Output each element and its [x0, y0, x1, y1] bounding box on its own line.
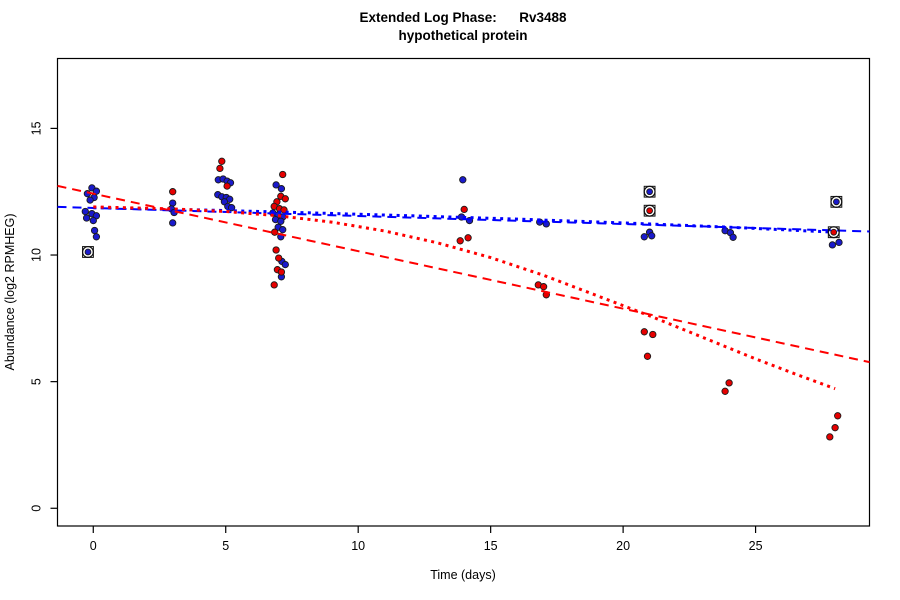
data-point-blue	[86, 196, 94, 204]
plot-border	[56, 57, 871, 527]
data-point-red	[281, 195, 289, 203]
highlighted-data-point-red	[830, 228, 838, 236]
data-point-red	[277, 268, 286, 276]
data-point-blue	[92, 187, 101, 195]
highlighted-data-point-blue	[84, 248, 92, 256]
x-tick-label: 15	[484, 539, 498, 553]
x-tick-label: 5	[222, 539, 229, 553]
data-point-blue	[272, 181, 280, 189]
y-tick-label: 10	[30, 248, 44, 262]
plot-area: 0 5 10 15 20 25 0 5 10 15	[30, 57, 871, 553]
data-point-blue	[835, 238, 843, 247]
highlight-ring	[643, 185, 656, 198]
data-point-red	[216, 164, 224, 173]
data-point-red	[721, 387, 729, 395]
data-point-red	[834, 412, 842, 420]
x-tick-label: 20	[616, 539, 630, 553]
red-dotted-fit	[93, 205, 836, 391]
data-point-red	[169, 188, 177, 196]
data-point-blue	[169, 219, 177, 227]
data-point-red	[649, 330, 657, 339]
data-point-blue	[459, 176, 467, 184]
data-point-blue	[648, 232, 656, 240]
x-axis-title: Time (days)	[430, 568, 496, 582]
blue-dashed-linear-fit	[57, 205, 870, 233]
data-point-red	[460, 205, 468, 214]
x-tick-label: 0	[90, 539, 97, 553]
highlighted-data-point-red	[646, 207, 653, 215]
data-point-blue	[277, 217, 285, 225]
data-point-red	[826, 433, 834, 441]
data-point-blue	[279, 226, 287, 234]
data-point-red	[270, 281, 278, 289]
data-point-blue	[90, 226, 99, 235]
data-point-red	[279, 170, 287, 179]
data-point-blue	[169, 199, 177, 207]
x-tick-label: 10	[351, 539, 365, 553]
highlight-ring	[830, 195, 843, 208]
chart-title: Extended Log Phase: Rv3488	[359, 10, 567, 25]
data-point-red	[272, 246, 280, 254]
data-point-red	[831, 424, 839, 432]
data-point-blue	[227, 204, 236, 212]
data-point-blue	[82, 214, 91, 222]
data-point-blue	[92, 233, 101, 241]
data-point-blue	[828, 241, 837, 249]
data-point-red	[643, 352, 652, 360]
data-point-red	[218, 157, 226, 165]
y-tick-label: 15	[30, 121, 44, 135]
blue-dotted-fit	[93, 206, 836, 234]
data-point-red	[640, 328, 648, 336]
red-dashed-linear-fit	[57, 184, 870, 364]
x-tick-label: 25	[749, 539, 763, 553]
data-point-blue	[89, 216, 97, 225]
highlight-ring	[643, 204, 656, 217]
chart-subtitle: hypothetical protein	[398, 28, 527, 43]
data-point-blue	[81, 207, 89, 216]
y-axis-title: Abundance (log2 RPMHEG)	[3, 213, 17, 370]
data-point-red	[223, 182, 231, 190]
data-point-blue	[640, 233, 648, 241]
data-point-red	[539, 283, 548, 291]
highlighted-data-point-blue	[646, 188, 653, 196]
data-point-red	[464, 234, 472, 242]
data-point-red	[456, 237, 464, 245]
y-tick-label: 0	[30, 505, 44, 512]
y-tick-label: 5	[30, 378, 44, 385]
data-point-blue	[281, 260, 289, 269]
data-point-blue	[729, 233, 737, 241]
data-point-blue	[277, 185, 286, 193]
data-point-red	[275, 254, 283, 262]
data-point-red	[725, 379, 733, 387]
data-point-red	[271, 228, 279, 236]
highlighted-data-point-blue	[833, 198, 840, 206]
highlight-ring	[827, 226, 840, 239]
highlight-ring	[81, 245, 94, 258]
